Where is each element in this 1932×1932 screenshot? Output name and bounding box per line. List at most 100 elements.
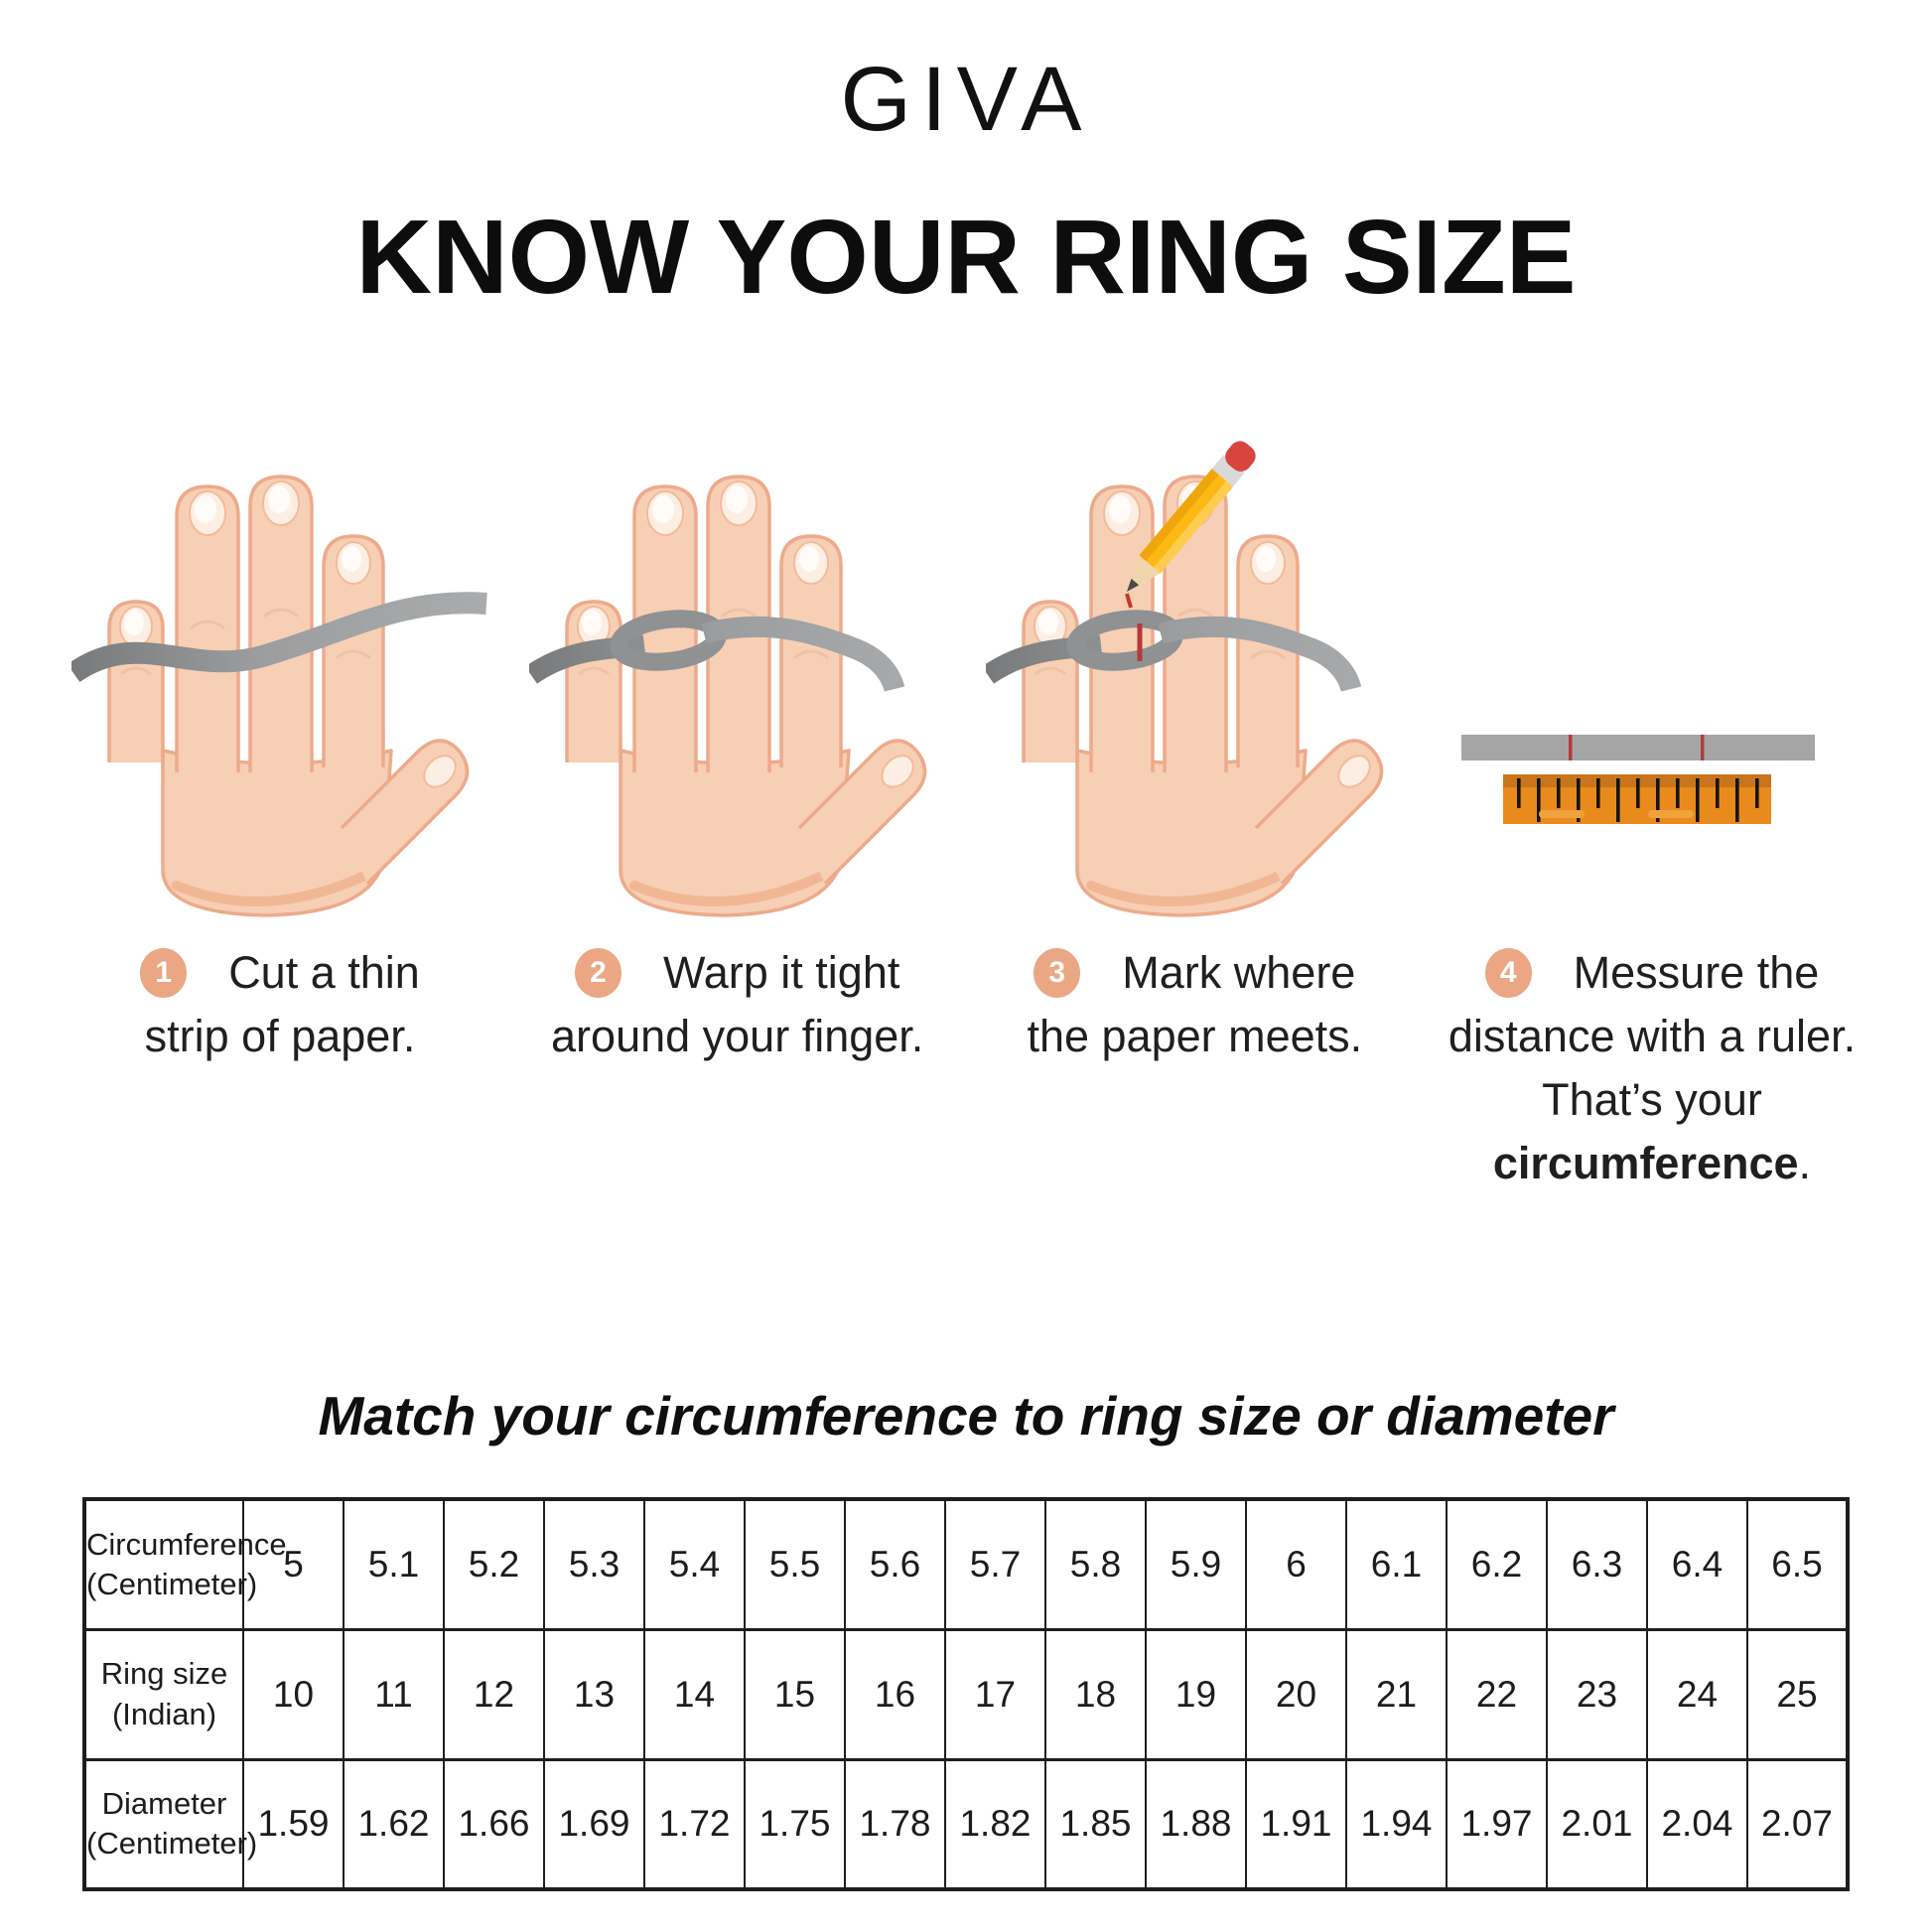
- step-1-caption: 1 Cut a thin strip of paper.: [140, 941, 420, 1068]
- table-cell: 11: [343, 1627, 445, 1761]
- row-header-line: Ring size: [100, 1656, 228, 1692]
- paper-strip-icon: [1158, 616, 1362, 693]
- step-text-segment: .: [1798, 1137, 1812, 1188]
- table-cell: 6.2: [1446, 1497, 1548, 1631]
- paper-strip-icon: [528, 634, 645, 684]
- step-text-line: around your finger.: [551, 1010, 924, 1061]
- step-2: 2 Warp it tight around your finger.: [513, 435, 962, 1195]
- step-text-line: distance with a ruler.: [1448, 1010, 1857, 1061]
- table-cell: 1.78: [844, 1757, 946, 1891]
- step-2-caption: 2 Warp it tight around your finger.: [551, 941, 923, 1068]
- ruler-measure-illustration: [1444, 435, 1861, 931]
- paper-strip-icon: [1460, 735, 1815, 760]
- table-cell: 1.82: [944, 1757, 1046, 1891]
- step-number-badge: 3: [1034, 947, 1081, 998]
- table-cell: 2.07: [1746, 1757, 1849, 1891]
- table-cell: 18: [1044, 1627, 1147, 1761]
- page-title: KNOW YOUR RING SIZE: [355, 199, 1577, 316]
- hand-with-paper-strip-illustration: [71, 435, 488, 931]
- step-number-badge: 4: [1484, 947, 1532, 998]
- step-text-segment: That’s your: [1542, 1073, 1762, 1125]
- step-3-caption: 3 Mark where the paper meets.: [1027, 941, 1362, 1068]
- table-cell: 6.3: [1546, 1497, 1648, 1631]
- step-text-line: Warp it tight: [662, 947, 900, 998]
- row-header-line: Diameter: [101, 1786, 227, 1822]
- step-text-line: That’s your circumference.: [1428, 1068, 1876, 1195]
- table-cell: 14: [643, 1627, 746, 1761]
- hand-icon: [528, 435, 946, 931]
- paper-strip-icon: [986, 634, 1103, 684]
- table-cell: 10: [242, 1627, 345, 1761]
- table-cell: 16: [844, 1627, 946, 1761]
- step-text-line: Cut a thin: [228, 947, 420, 998]
- step-4-caption: 4 Messure the distance with a ruler. Tha…: [1428, 941, 1876, 1195]
- step-text-line: Mark where: [1122, 947, 1356, 998]
- step-text-segment: circumference: [1492, 1137, 1799, 1188]
- table-cell: 1.66: [443, 1757, 545, 1891]
- step-number-badge: 2: [574, 947, 621, 998]
- table-cell: 1.88: [1145, 1757, 1247, 1891]
- table-cell: 5.1: [343, 1497, 445, 1631]
- table-cell: 24: [1646, 1627, 1748, 1761]
- table-cell: 1.75: [744, 1757, 846, 1891]
- pencil-icon: [1127, 441, 1256, 592]
- row-header: Diameter (Centimeter): [83, 1757, 258, 1891]
- step-number-badge: 1: [140, 947, 188, 998]
- table-cell: 5.3: [543, 1497, 645, 1631]
- hand-icon: [71, 435, 487, 931]
- table-cell: 5.9: [1145, 1497, 1247, 1631]
- step-text-line: Messure the: [1573, 947, 1820, 998]
- table-cell: 1.91: [1245, 1757, 1347, 1891]
- orange-ruler-icon: [1502, 774, 1771, 824]
- step-1: 1 Cut a thin strip of paper.: [56, 435, 504, 1195]
- table-cell: 5: [242, 1497, 345, 1631]
- diameter-row: Diameter (Centimeter) 1.59 1.62 1.66 1.6…: [83, 1757, 1849, 1891]
- ring-size-row: Ring size (Indian) 10 11 12 13 14 15 16 …: [83, 1627, 1849, 1761]
- table-cell: 1.62: [343, 1757, 445, 1891]
- table-cell: 1.59: [242, 1757, 345, 1891]
- row-header: Ring size (Indian): [83, 1627, 244, 1761]
- table-cell: 15: [744, 1627, 846, 1761]
- step-4: 4 Messure the distance with a ruler. Tha…: [1428, 435, 1876, 1195]
- table-cell: 22: [1446, 1627, 1548, 1761]
- brand-logo: GIVA: [840, 49, 1092, 150]
- table-cell: 1.85: [1044, 1757, 1147, 1891]
- table-cell: 19: [1145, 1627, 1247, 1761]
- red-mark-icon: [1125, 593, 1134, 609]
- row-header-line: (Centimeter): [86, 1826, 258, 1862]
- steps-row: 1 Cut a thin strip of paper. 2 Warp it: [0, 435, 1932, 1195]
- table-cell: 5.5: [744, 1497, 846, 1631]
- table-cell: 5.8: [1044, 1497, 1147, 1631]
- table-cell: 5.4: [643, 1497, 746, 1631]
- table-cell: 12: [443, 1627, 545, 1761]
- table-cell: 5.7: [944, 1497, 1046, 1631]
- step-3: 3 Mark where the paper meets.: [970, 435, 1419, 1195]
- table-cell: 23: [1546, 1627, 1648, 1761]
- table-subtitle: Match your circumference to ring size or…: [318, 1384, 1614, 1447]
- row-header: Circumference (Centimeter): [83, 1497, 287, 1631]
- table-cell: 17: [944, 1627, 1046, 1761]
- table-cell: 2.01: [1546, 1757, 1648, 1891]
- row-header-line: (Centimeter): [86, 1566, 258, 1601]
- table-cell: 1.72: [643, 1757, 746, 1891]
- hand-mark-pencil-illustration: [986, 435, 1403, 931]
- table-cell: 1.69: [543, 1757, 645, 1891]
- table-cell: 20: [1245, 1627, 1347, 1761]
- ring-size-table: Circumference (Centimeter) 5 5.1 5.2 5.3…: [82, 1497, 1850, 1892]
- row-header-line: Circumference: [86, 1526, 287, 1562]
- table-cell: 21: [1345, 1627, 1448, 1761]
- table-cell: 1.97: [1446, 1757, 1548, 1891]
- table-cell: 1.94: [1345, 1757, 1448, 1891]
- table-cell: 6.1: [1345, 1497, 1448, 1631]
- red-mark-icon: [1568, 735, 1573, 760]
- step-text-line: strip of paper.: [144, 1010, 416, 1061]
- paper-strip-icon: [701, 616, 904, 693]
- table-cell: 6.4: [1646, 1497, 1748, 1631]
- paper-strip-icon: [71, 592, 487, 683]
- hand-icon: [986, 441, 1403, 931]
- table-cell: 13: [543, 1627, 645, 1761]
- ruler-icon: [1460, 735, 1815, 824]
- table-cell: 6.5: [1746, 1497, 1849, 1631]
- table-cell: 2.04: [1646, 1757, 1748, 1891]
- table-cell: 25: [1746, 1627, 1849, 1761]
